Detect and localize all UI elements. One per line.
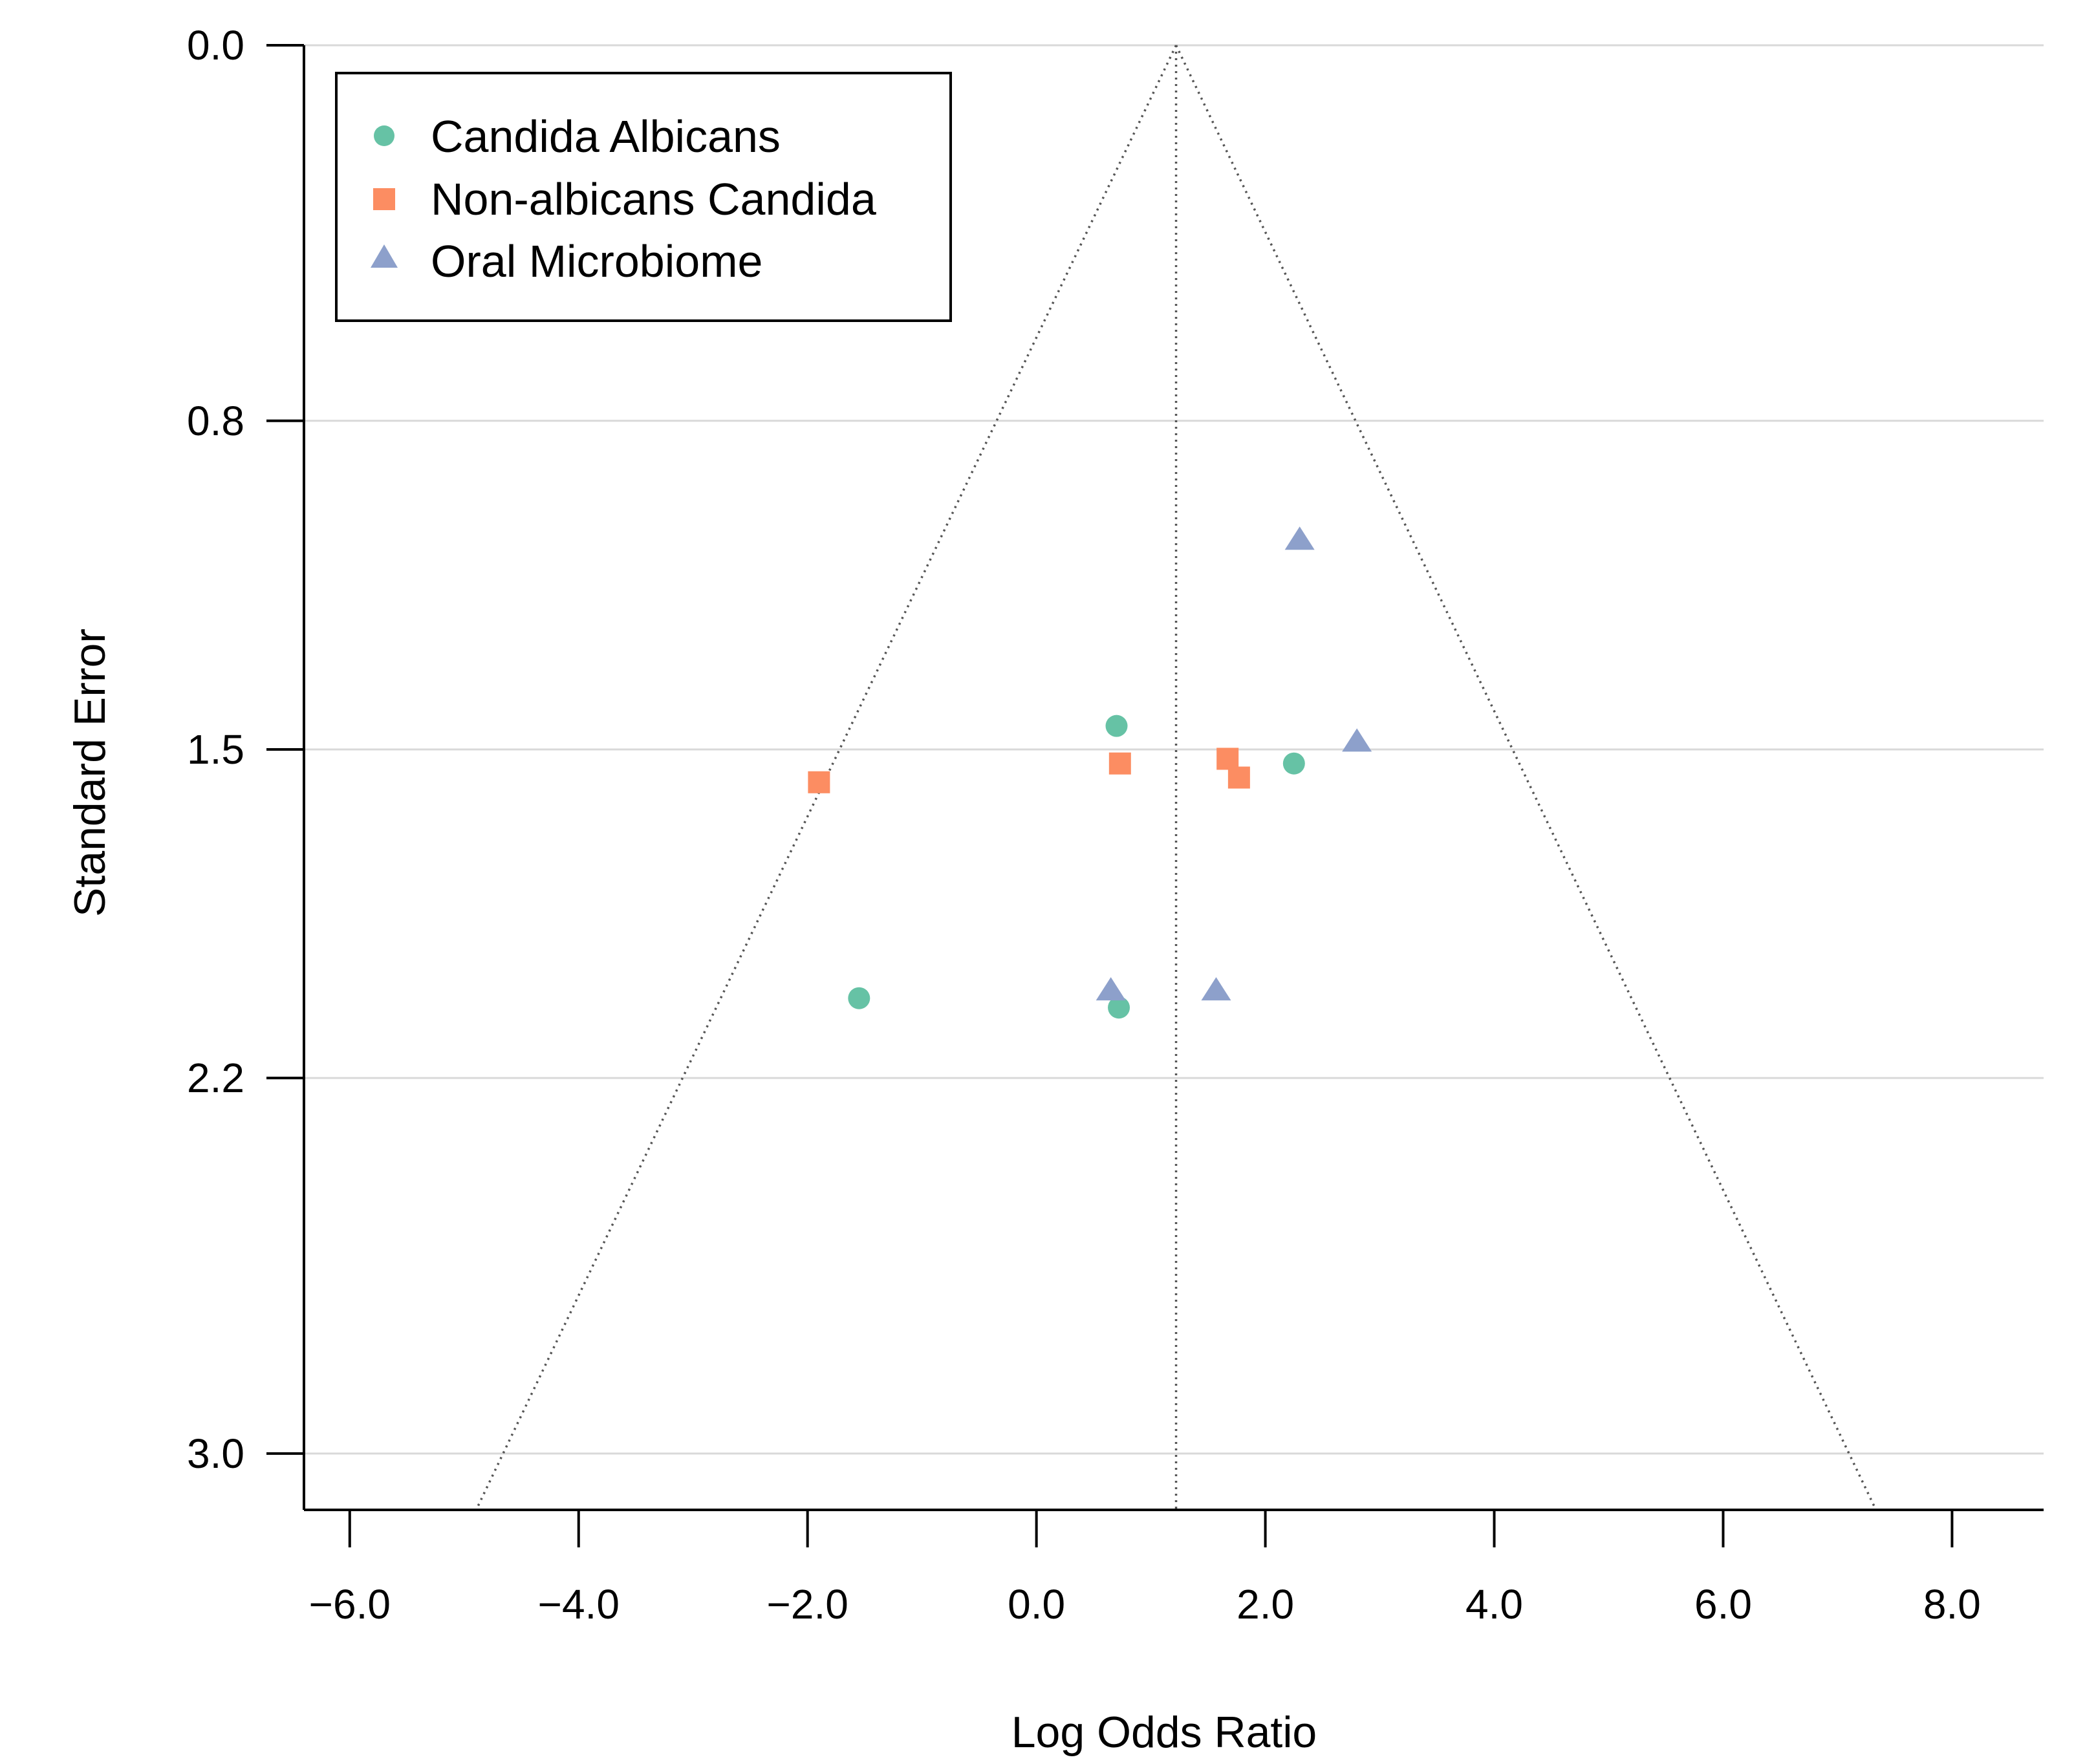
y-tick-label: 0.8 [187,398,244,444]
candida-albicans-point-3 [1108,996,1130,1019]
x-tick-label: −4.0 [538,1581,620,1628]
x-tick-label: 4.0 [1465,1581,1523,1628]
x-tick-label: 6.0 [1694,1581,1752,1628]
x-tick-label: 0.0 [1008,1581,1065,1628]
legend-marker-non-albicans-candida [373,188,395,210]
non-albicans-candida-point-1 [1108,752,1131,775]
grid-lines [304,44,2044,1455]
legend-label-candida-albicans: Candida Albicans [431,111,781,162]
legend-box [335,72,952,322]
non-albicans-candida-point-0 [808,771,830,793]
x-tick-label: −2.0 [767,1581,848,1628]
non-albicans-candida-point-2 [1216,748,1239,770]
funnel-left-line [475,45,1178,1511]
legend-marker-oral-microbiome [371,244,398,268]
y-axis-title: Standard Error [65,629,114,917]
x-tick-label: 2.0 [1237,1581,1294,1628]
x-tick-label: 8.0 [1923,1581,1981,1628]
y-tick-label: 2.2 [187,1055,244,1101]
y-tick-label: 3.0 [187,1430,244,1477]
data-points [808,526,1372,1019]
non-albicans-candida-point-3 [1227,766,1250,789]
legend-marker-candida-albicans [374,125,394,146]
oral-microbiome-point-2 [1096,977,1126,1001]
x-tick-label: −6.0 [309,1581,391,1628]
oral-microbiome-point-0 [1284,526,1315,550]
x-axis-title: Log Odds Ratio [1011,1708,1317,1757]
axes: −6.0 −4.0 −2.0 0.0 2.0 4.0 6.0 8.0 0.0 0.8 1.5 2.2 3… [187,22,2044,1628]
candida-albicans-point-2 [848,987,870,1009]
legend: Candida Albicans Non-albicans Candida Or… [335,72,952,322]
y-tick-label: 0.0 [187,22,244,69]
oral-microbiome-point-3 [1201,977,1231,1001]
candida-albicans-point-1 [1282,752,1305,775]
oral-microbiome-point-1 [1342,728,1372,752]
y-tick-label: 1.5 [187,726,244,773]
funnel-right-line [1174,45,1877,1511]
legend-label-non-albicans-candida: Non-albicans Candida [431,174,876,224]
legend-label-oral-microbiome: Oral Microbiome [431,236,762,286]
candida-albicans-point-0 [1105,715,1128,737]
funnel-region [475,45,1877,1511]
